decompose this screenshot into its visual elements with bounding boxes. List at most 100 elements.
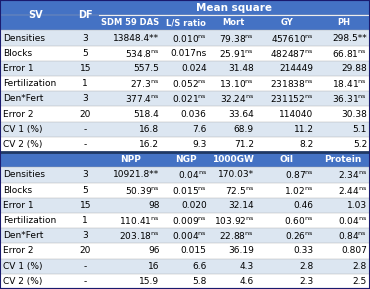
Text: 557.5: 557.5 bbox=[134, 64, 159, 73]
Text: 2.34$^{\mathregular{ns}}$: 2.34$^{\mathregular{ns}}$ bbox=[338, 169, 367, 180]
Text: Mean square: Mean square bbox=[196, 3, 272, 13]
Bar bbox=[317, 137, 370, 152]
Bar bbox=[317, 183, 370, 198]
Bar bbox=[257, 106, 317, 122]
Bar bbox=[99, 243, 162, 259]
Text: Protein: Protein bbox=[324, 155, 362, 164]
Text: 0.84$^{\mathregular{ns}}$: 0.84$^{\mathregular{ns}}$ bbox=[338, 230, 367, 241]
Text: CV 1 (%): CV 1 (%) bbox=[3, 125, 43, 134]
Bar bbox=[72, 91, 99, 106]
Bar bbox=[99, 274, 162, 289]
Bar bbox=[0, 76, 72, 91]
Text: 482487$^{\mathregular{ns}}$: 482487$^{\mathregular{ns}}$ bbox=[270, 48, 314, 59]
Bar bbox=[99, 122, 162, 137]
Bar bbox=[0, 122, 72, 137]
Text: 98: 98 bbox=[148, 201, 159, 210]
Text: Fertilization: Fertilization bbox=[3, 216, 56, 225]
Bar bbox=[257, 122, 317, 137]
Bar bbox=[210, 167, 257, 183]
Bar bbox=[0, 30, 72, 46]
Bar bbox=[72, 259, 99, 274]
Bar bbox=[162, 137, 210, 152]
Bar bbox=[210, 46, 257, 61]
Bar bbox=[0, 274, 72, 289]
Bar bbox=[317, 61, 370, 76]
Bar bbox=[99, 167, 162, 183]
Bar bbox=[72, 213, 99, 228]
Bar bbox=[162, 76, 210, 91]
Bar bbox=[72, 30, 99, 46]
Bar bbox=[99, 106, 162, 122]
Text: 22.88$^{\mathregular{ns}}$: 22.88$^{\mathregular{ns}}$ bbox=[219, 230, 254, 241]
Bar bbox=[99, 0, 370, 15]
Bar bbox=[317, 243, 370, 259]
Text: 0.021$^{\mathregular{ns}}$: 0.021$^{\mathregular{ns}}$ bbox=[172, 93, 207, 104]
Bar bbox=[0, 183, 72, 198]
Text: 3: 3 bbox=[83, 231, 88, 240]
Text: 32.24$^{\mathregular{ns}}$: 32.24$^{\mathregular{ns}}$ bbox=[220, 93, 254, 104]
Text: Error 1: Error 1 bbox=[3, 201, 34, 210]
Text: 5: 5 bbox=[83, 49, 88, 58]
Bar bbox=[210, 152, 257, 167]
Bar bbox=[162, 198, 210, 213]
Text: -: - bbox=[84, 140, 87, 149]
Bar bbox=[317, 274, 370, 289]
Bar bbox=[0, 213, 72, 228]
Bar bbox=[317, 259, 370, 274]
Bar bbox=[210, 137, 257, 152]
Bar bbox=[0, 198, 72, 213]
Text: SV: SV bbox=[28, 10, 43, 20]
Text: 214449: 214449 bbox=[280, 64, 314, 73]
Text: 0.020: 0.020 bbox=[181, 201, 207, 210]
Text: Blocks: Blocks bbox=[3, 49, 32, 58]
Bar bbox=[162, 167, 210, 183]
Text: 31.48: 31.48 bbox=[228, 64, 254, 73]
Text: Error 2: Error 2 bbox=[3, 247, 33, 255]
Text: SDM 59 DAS: SDM 59 DAS bbox=[101, 18, 159, 27]
Bar bbox=[257, 274, 317, 289]
Bar bbox=[0, 61, 72, 76]
Text: 32.14: 32.14 bbox=[228, 201, 254, 210]
Text: 96: 96 bbox=[148, 247, 159, 255]
Text: 6.6: 6.6 bbox=[192, 262, 207, 271]
Text: 33.64: 33.64 bbox=[228, 110, 254, 118]
Text: 2.8: 2.8 bbox=[353, 262, 367, 271]
Text: 0.60$^{\mathregular{ns}}$: 0.60$^{\mathregular{ns}}$ bbox=[285, 215, 314, 226]
Bar bbox=[162, 122, 210, 137]
Text: 3: 3 bbox=[83, 34, 88, 42]
Text: 0.04$^{\mathregular{ns}}$: 0.04$^{\mathregular{ns}}$ bbox=[338, 215, 367, 226]
Text: 30.38: 30.38 bbox=[341, 110, 367, 118]
Text: 2.44$^{\mathregular{ns}}$: 2.44$^{\mathregular{ns}}$ bbox=[338, 185, 367, 196]
Bar bbox=[162, 152, 210, 167]
Text: Oil: Oil bbox=[280, 155, 294, 164]
Bar bbox=[210, 198, 257, 213]
Bar bbox=[0, 152, 72, 167]
Text: Blocks: Blocks bbox=[3, 186, 32, 194]
Bar bbox=[99, 183, 162, 198]
Text: 20: 20 bbox=[80, 110, 91, 118]
Text: 7.6: 7.6 bbox=[192, 125, 207, 134]
Bar bbox=[317, 46, 370, 61]
Bar bbox=[257, 228, 317, 243]
Text: 5: 5 bbox=[83, 186, 88, 194]
Text: 50.39$^{\mathregular{ns}}$: 50.39$^{\mathregular{ns}}$ bbox=[125, 185, 159, 196]
Bar bbox=[162, 15, 210, 30]
Bar bbox=[210, 243, 257, 259]
Text: Densities: Densities bbox=[3, 171, 45, 179]
Bar bbox=[162, 259, 210, 274]
Text: 29.88: 29.88 bbox=[341, 64, 367, 73]
Text: 0.036: 0.036 bbox=[181, 110, 207, 118]
Bar bbox=[210, 122, 257, 137]
Bar bbox=[317, 76, 370, 91]
Bar bbox=[257, 61, 317, 76]
Text: -: - bbox=[84, 277, 87, 286]
Bar bbox=[99, 15, 162, 30]
Bar bbox=[99, 91, 162, 106]
Bar bbox=[317, 198, 370, 213]
Text: Den*Fert: Den*Fert bbox=[3, 231, 43, 240]
Bar bbox=[162, 183, 210, 198]
Text: 0.004$^{\mathregular{ns}}$: 0.004$^{\mathregular{ns}}$ bbox=[172, 230, 207, 241]
Bar bbox=[99, 213, 162, 228]
Bar bbox=[257, 91, 317, 106]
Bar bbox=[72, 243, 99, 259]
